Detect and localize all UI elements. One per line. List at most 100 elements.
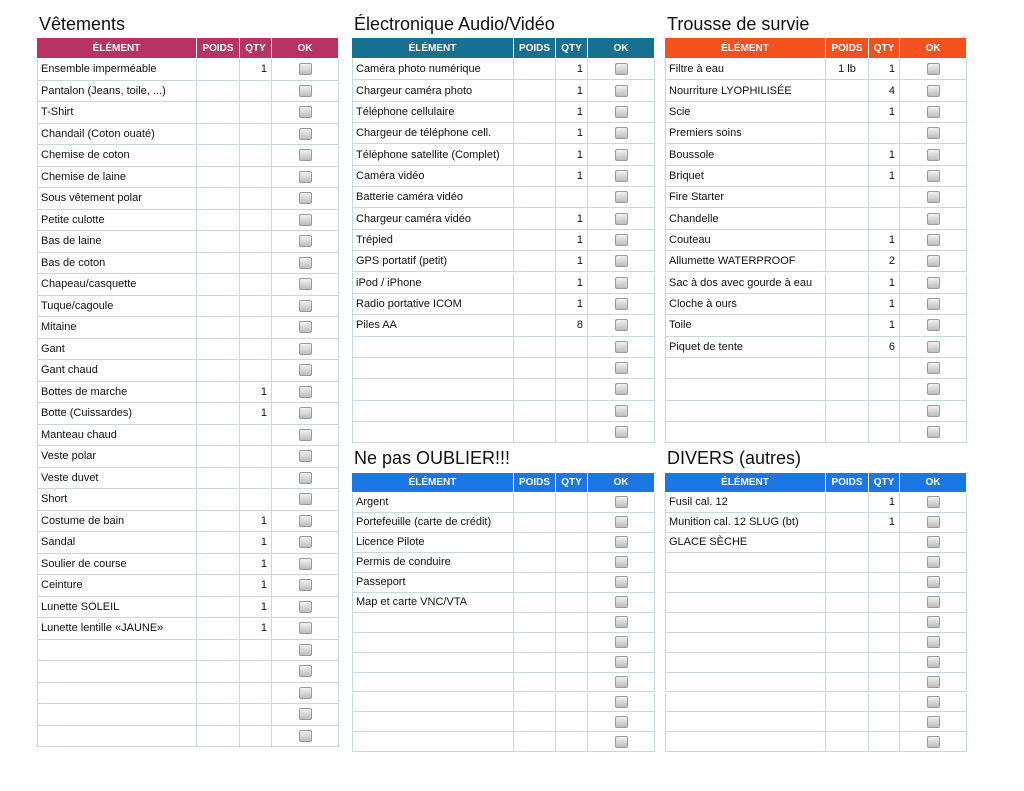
checkbox[interactable] (298, 299, 312, 312)
checkbox[interactable] (926, 148, 940, 161)
checkbox[interactable] (614, 84, 628, 97)
checkbox[interactable] (614, 576, 628, 589)
checkbox[interactable] (926, 340, 940, 353)
checkbox[interactable] (614, 233, 628, 246)
checkbox[interactable] (614, 63, 628, 76)
checkbox[interactable] (614, 340, 628, 353)
checkbox[interactable] (298, 321, 312, 334)
checkbox[interactable] (298, 213, 312, 226)
checkbox[interactable] (614, 212, 628, 225)
checkbox[interactable] (298, 106, 312, 119)
checkbox[interactable] (614, 127, 628, 140)
checkbox[interactable] (298, 493, 312, 506)
checkbox[interactable] (614, 496, 628, 509)
checkbox[interactable] (298, 643, 312, 656)
checkbox[interactable] (926, 735, 940, 748)
checkbox[interactable] (926, 169, 940, 182)
checkbox[interactable] (298, 536, 312, 549)
checkbox[interactable] (614, 191, 628, 204)
checkbox[interactable] (926, 298, 940, 311)
checkbox[interactable] (614, 319, 628, 332)
checkbox[interactable] (298, 256, 312, 269)
checkbox[interactable] (298, 622, 312, 635)
checkbox[interactable] (614, 169, 628, 182)
checkbox[interactable] (614, 298, 628, 311)
checkbox[interactable] (298, 63, 312, 76)
checkbox[interactable] (614, 516, 628, 529)
weight-cell (826, 101, 869, 124)
checkbox[interactable] (298, 471, 312, 484)
checkbox[interactable] (298, 428, 312, 441)
checkbox[interactable] (298, 149, 312, 162)
checkbox[interactable] (926, 636, 940, 649)
checkbox[interactable] (614, 536, 628, 549)
checkbox[interactable] (614, 383, 628, 396)
checkbox[interactable] (614, 404, 628, 417)
weight-cell (826, 532, 869, 553)
checkbox[interactable] (926, 84, 940, 97)
checkbox[interactable] (614, 255, 628, 268)
checkbox[interactable] (926, 616, 940, 629)
checkbox[interactable] (298, 278, 312, 291)
checkbox[interactable] (926, 426, 940, 439)
checkbox[interactable] (926, 695, 940, 708)
checkbox[interactable] (926, 105, 940, 118)
checkbox[interactable] (926, 276, 940, 289)
checkbox[interactable] (298, 579, 312, 592)
checkbox[interactable] (614, 616, 628, 629)
checkbox[interactable] (614, 105, 628, 118)
checkbox[interactable] (298, 170, 312, 183)
checkbox[interactable] (614, 735, 628, 748)
checkbox[interactable] (614, 362, 628, 375)
checkbox[interactable] (926, 676, 940, 689)
checkbox[interactable] (926, 576, 940, 589)
checkbox[interactable] (926, 404, 940, 417)
checkbox[interactable] (614, 695, 628, 708)
checkbox[interactable] (298, 364, 312, 377)
checkbox[interactable] (298, 686, 312, 699)
checkbox[interactable] (926, 319, 940, 332)
checkbox[interactable] (298, 235, 312, 248)
weight-cell (826, 421, 869, 444)
checkbox[interactable] (926, 127, 940, 140)
checkbox[interactable] (926, 191, 940, 204)
checkbox[interactable] (614, 556, 628, 569)
checkbox[interactable] (614, 426, 628, 439)
checkbox[interactable] (926, 536, 940, 549)
checkbox[interactable] (298, 84, 312, 97)
checkbox[interactable] (926, 63, 940, 76)
checkbox[interactable] (614, 276, 628, 289)
checkbox[interactable] (614, 596, 628, 609)
checkbox[interactable] (926, 212, 940, 225)
checkbox[interactable] (298, 729, 312, 742)
checkbox[interactable] (614, 636, 628, 649)
checkbox[interactable] (298, 127, 312, 140)
checkbox[interactable] (926, 516, 940, 529)
checkbox[interactable] (298, 342, 312, 355)
checkbox[interactable] (926, 496, 940, 509)
checkbox[interactable] (298, 385, 312, 398)
checkbox[interactable] (614, 148, 628, 161)
checkbox[interactable] (926, 255, 940, 268)
checkbox[interactable] (926, 656, 940, 669)
checkbox[interactable] (298, 708, 312, 721)
checkbox[interactable] (926, 715, 940, 728)
item-cell (352, 612, 514, 633)
checkbox[interactable] (298, 407, 312, 420)
checkbox[interactable] (926, 233, 940, 246)
checkbox[interactable] (614, 715, 628, 728)
checkbox[interactable] (926, 596, 940, 609)
checkbox[interactable] (298, 450, 312, 463)
checkbox[interactable] (298, 557, 312, 570)
column-header: ÉLÉMENT (352, 38, 514, 58)
checkbox[interactable] (926, 556, 940, 569)
weight-cell (514, 572, 556, 593)
checkbox[interactable] (298, 600, 312, 613)
checkbox[interactable] (298, 665, 312, 678)
checkbox[interactable] (926, 383, 940, 396)
checkbox[interactable] (298, 514, 312, 527)
checkbox[interactable] (926, 362, 940, 375)
checkbox[interactable] (614, 676, 628, 689)
checkbox[interactable] (298, 192, 312, 205)
checkbox[interactable] (614, 656, 628, 669)
